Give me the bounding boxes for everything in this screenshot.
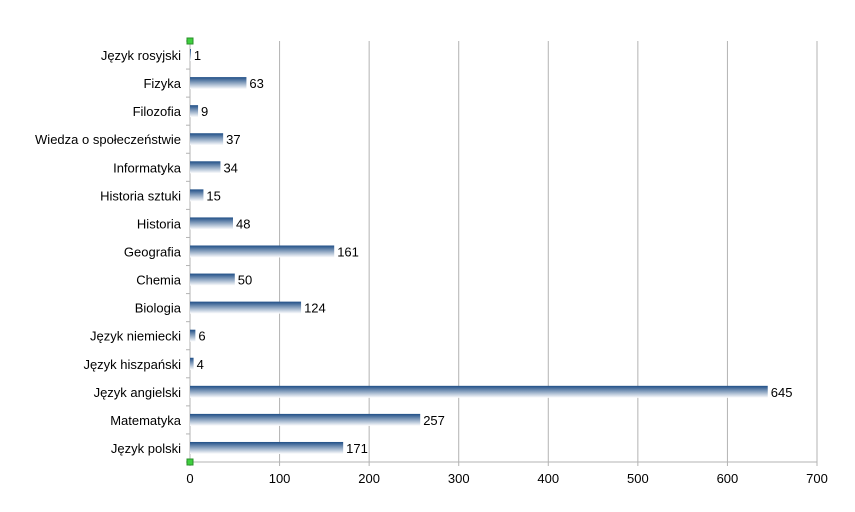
bar-6 bbox=[190, 189, 204, 202]
value-label: 15 bbox=[206, 188, 220, 203]
value-label: 48 bbox=[236, 216, 250, 231]
x-tick-label: 200 bbox=[358, 471, 380, 486]
bar-12 bbox=[190, 357, 194, 370]
selection-handle-bottom[interactable] bbox=[186, 458, 194, 466]
category-label: Historia sztuki bbox=[100, 188, 181, 203]
category-label: Wiedza o społeczeństwie bbox=[35, 132, 181, 147]
x-tick-label: 700 bbox=[806, 471, 828, 486]
bar-4 bbox=[190, 133, 224, 146]
category-label: Informatyka bbox=[113, 160, 182, 175]
bar-10 bbox=[190, 301, 302, 314]
value-label: 161 bbox=[337, 245, 359, 260]
selection-handle-top[interactable] bbox=[186, 37, 194, 45]
category-label: Matematyka bbox=[110, 413, 182, 428]
category-label: Geografia bbox=[124, 245, 182, 260]
value-label: 645 bbox=[771, 385, 793, 400]
category-label: Język angielski bbox=[94, 385, 182, 400]
category-label: Filozofia bbox=[133, 104, 182, 119]
x-tick-label: 600 bbox=[717, 471, 739, 486]
bar-9 bbox=[190, 273, 235, 286]
category-label: Fizyka bbox=[143, 76, 181, 91]
x-tick-label: 300 bbox=[448, 471, 470, 486]
category-label: Język polski bbox=[111, 441, 181, 456]
gridlines bbox=[279, 41, 818, 462]
value-label: 124 bbox=[304, 301, 326, 316]
value-label: 1 bbox=[194, 48, 201, 63]
x-tick-label: 100 bbox=[269, 471, 291, 486]
bar-14 bbox=[190, 413, 421, 426]
bar-7 bbox=[190, 217, 233, 230]
category-label: Język niemiecki bbox=[90, 329, 181, 344]
bar-13 bbox=[190, 385, 768, 398]
bar-5 bbox=[190, 161, 221, 174]
value-label: 257 bbox=[423, 413, 445, 428]
value-label: 6 bbox=[198, 329, 205, 344]
value-label: 63 bbox=[249, 76, 263, 91]
bar-1 bbox=[190, 49, 191, 62]
bars bbox=[190, 49, 768, 454]
bar-11 bbox=[190, 329, 196, 342]
value-label: 37 bbox=[226, 132, 240, 147]
value-label: 50 bbox=[238, 273, 252, 288]
category-label: Historia bbox=[137, 216, 182, 231]
bar-3 bbox=[190, 105, 199, 118]
x-tick-label: 400 bbox=[537, 471, 559, 486]
bar-15 bbox=[190, 441, 344, 454]
value-label: 9 bbox=[201, 104, 208, 119]
labels: 0 100 200 300 400 500 600 700 1 Język rosyjski 63 F… bbox=[35, 48, 828, 486]
x-tick-label: 0 bbox=[186, 471, 193, 486]
value-label: 4 bbox=[197, 357, 204, 372]
category-label: Chemia bbox=[136, 273, 182, 288]
value-label: 34 bbox=[223, 160, 237, 175]
category-label: Język hiszpański bbox=[83, 357, 181, 372]
x-tick-label: 500 bbox=[627, 471, 649, 486]
category-label: Język rosyjski bbox=[101, 48, 181, 63]
value-label: 171 bbox=[346, 441, 368, 456]
bar-2 bbox=[190, 77, 247, 90]
category-label: Biologia bbox=[135, 301, 182, 316]
bar-8 bbox=[190, 245, 335, 258]
